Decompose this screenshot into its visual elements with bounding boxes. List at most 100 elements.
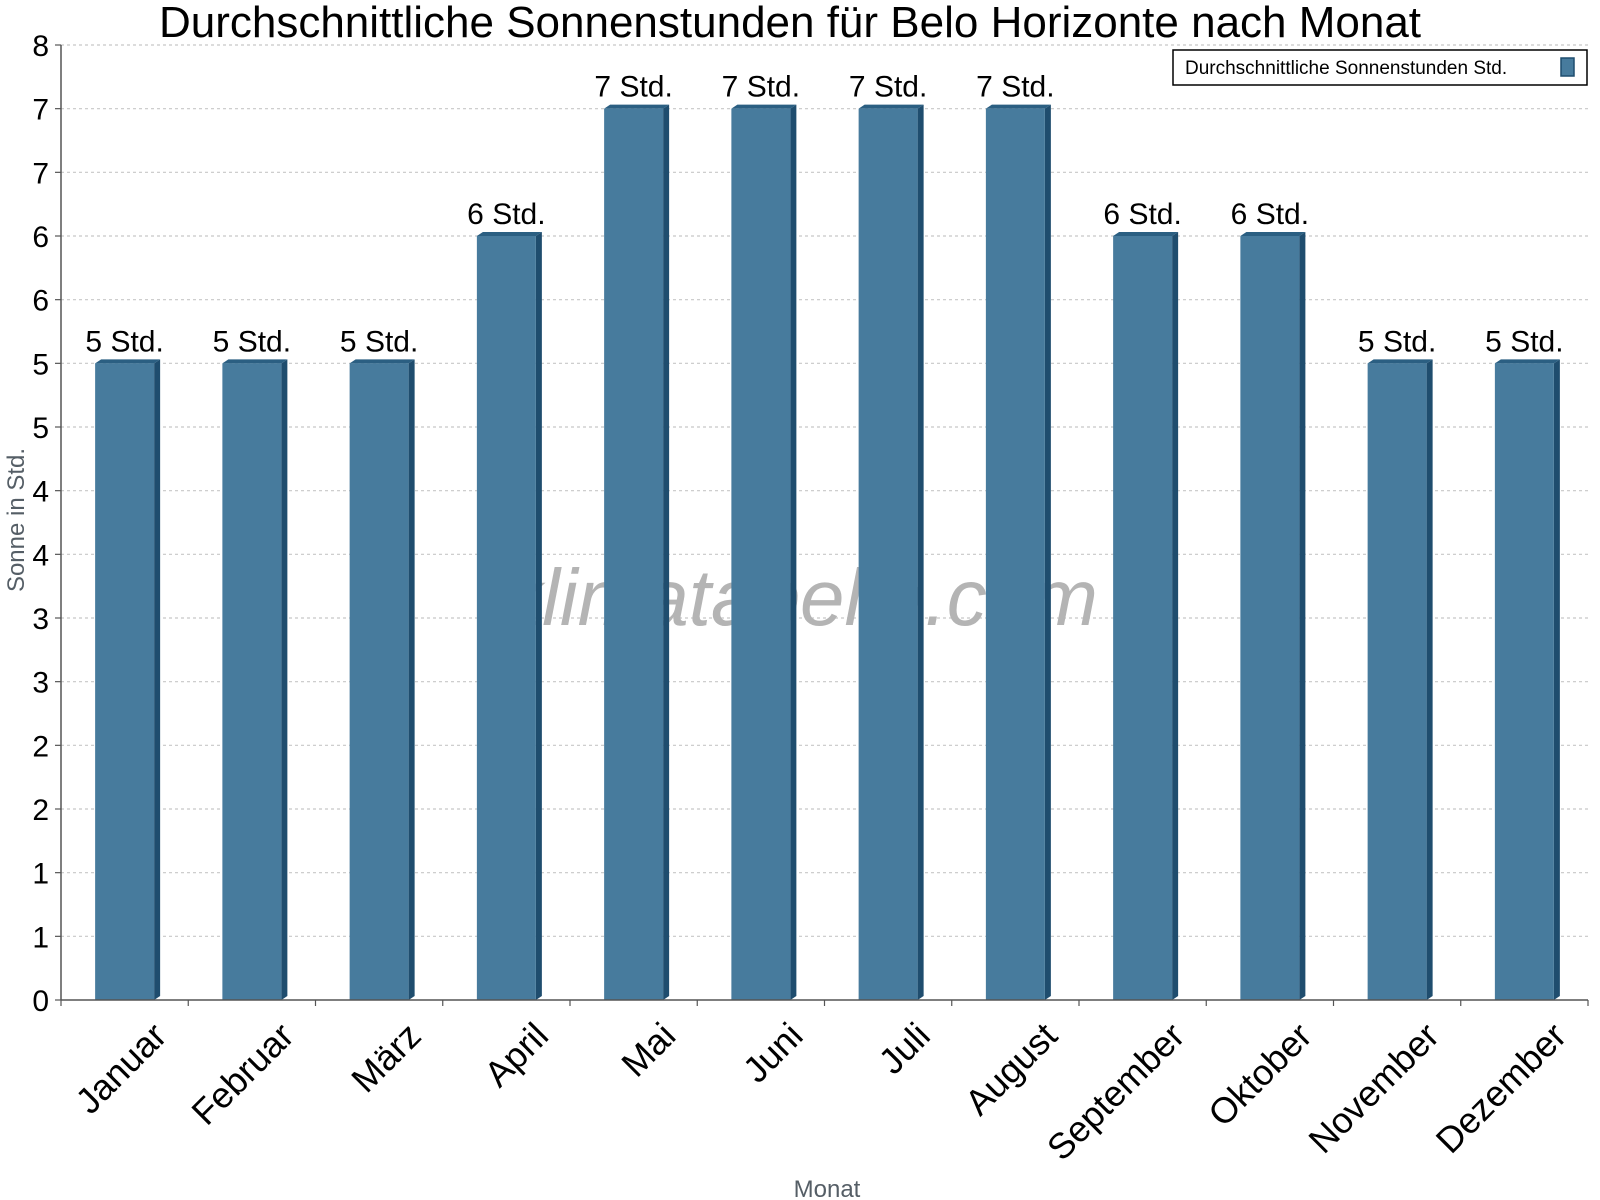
- legend-box: [1172, 49, 1588, 86]
- bar-side-face: [663, 104, 670, 1000]
- y-tick-label: 2: [32, 794, 49, 827]
- x-tick-label: November: [1300, 1015, 1446, 1161]
- x-tick-label: April: [476, 1015, 556, 1095]
- bar-side-face: [917, 104, 924, 1000]
- data-label: 6 Std.: [1231, 198, 1309, 231]
- bar-front-face: [1494, 363, 1554, 1000]
- bar-5: [604, 104, 670, 1000]
- x-tick-label: Juni: [735, 1015, 811, 1091]
- bar-side-face: [1299, 232, 1306, 1000]
- x-tick-label: September: [1039, 1015, 1193, 1169]
- y-tick-label: 6: [32, 221, 49, 254]
- bar-front-face: [95, 363, 155, 1000]
- data-label: 7 Std.: [594, 71, 672, 104]
- bar-top-face: [222, 359, 288, 364]
- bar-12: [1494, 359, 1560, 1000]
- bar-top-face: [604, 104, 670, 109]
- data-label: 6 Std.: [467, 198, 545, 231]
- y-tick-label: 8: [32, 30, 49, 63]
- bar-2: [222, 359, 288, 1000]
- bar-front-face: [349, 363, 409, 1000]
- bar-top-face: [858, 104, 924, 109]
- data-label: 5 Std.: [213, 325, 291, 358]
- y-tick-label: 1: [32, 921, 49, 954]
- bar-top-face: [1494, 359, 1560, 364]
- bar-side-face: [1426, 359, 1433, 1000]
- legend-label: Durchschnittliche Sonnenstunden Std.: [1185, 58, 1507, 79]
- bar-front-face: [731, 108, 791, 1000]
- bar-side-face: [1553, 359, 1560, 1000]
- y-axis-label: Sonne in Std.: [3, 448, 30, 592]
- x-tick-label: Januar: [67, 1015, 174, 1122]
- data-label: 5 Std.: [85, 325, 163, 358]
- bar-7: [858, 104, 924, 1000]
- x-tick-label: März: [343, 1015, 429, 1101]
- bar-top-face: [349, 359, 415, 364]
- y-tick-label: 3: [32, 603, 49, 636]
- bar-front-face: [222, 363, 282, 1000]
- bar-side-face: [281, 359, 288, 1000]
- gridlines: [61, 44, 1588, 937]
- y-tick-label: 6: [32, 285, 49, 318]
- bar-4: [476, 232, 542, 1000]
- bar-front-face: [1240, 236, 1300, 1000]
- bar-10: [1240, 232, 1306, 1000]
- y-tick-label: 2: [32, 730, 49, 763]
- bar-3: [349, 359, 415, 1000]
- data-label: 5 Std.: [340, 325, 418, 358]
- data-label: 7 Std.: [722, 71, 800, 104]
- data-label: 5 Std.: [1485, 325, 1563, 358]
- y-axis-ticks: 0 1 1 2 2 3 3 4 4 5 5 6 6 7 7 8: [32, 30, 61, 1018]
- chart-title: Durchschnittliche Sonnenstunden für Belo…: [159, 0, 1421, 47]
- bar-side-face: [535, 232, 542, 1000]
- y-tick-label: 0: [32, 985, 49, 1018]
- x-tick-label: August: [957, 1015, 1065, 1123]
- data-labels: 5 Std. 5 Std. 5 Std. 6 Std. 7 Std. 7 Std. 7 St…: [85, 71, 1563, 359]
- bar-side-face: [1172, 232, 1179, 1000]
- y-tick-label: 4: [32, 476, 49, 509]
- bar-front-face: [1113, 236, 1173, 1000]
- bar-6: [731, 104, 797, 1000]
- y-tick-label: 7: [32, 157, 49, 190]
- bar-9: [1113, 232, 1179, 1000]
- y-tick-label: 4: [32, 539, 49, 572]
- bars-group: [95, 104, 1560, 1000]
- bar-11: [1367, 359, 1433, 1000]
- bar-top-face: [731, 104, 797, 109]
- bar-top-face: [1240, 232, 1306, 236]
- x-tick-label: Februar: [183, 1015, 301, 1133]
- data-label: 7 Std.: [849, 71, 927, 104]
- x-tick-label: Juli: [871, 1015, 938, 1082]
- bar-top-face: [985, 104, 1051, 109]
- y-tick-label: 1: [32, 858, 49, 891]
- legend-swatch: [1560, 57, 1575, 77]
- x-tick-label: Mai: [613, 1015, 683, 1085]
- x-tick-label: Dezember: [1428, 1015, 1574, 1161]
- bar-side-face: [1044, 104, 1051, 1000]
- y-tick-label: 5: [32, 348, 49, 381]
- data-label: 6 Std.: [1103, 198, 1181, 231]
- data-label: 5 Std.: [1358, 325, 1436, 358]
- y-tick-label: 3: [32, 667, 49, 700]
- x-axis-ticks: Januar Februar März April Mai Juni Juli AugustS…: [60, 1000, 1589, 1169]
- legend: Durchschnittliche Sonnenstunden Std.: [1172, 49, 1588, 86]
- bar-1: [95, 359, 161, 1000]
- bar-top-face: [1113, 232, 1179, 236]
- y-tick-label: 5: [32, 412, 49, 445]
- bar-front-face: [985, 108, 1045, 1000]
- axes: [60, 45, 1588, 1001]
- bar-side-face: [408, 359, 415, 1000]
- data-label: 7 Std.: [976, 71, 1054, 104]
- bar-front-face: [858, 108, 918, 1000]
- bar-top-face: [1367, 359, 1433, 364]
- x-axis-label: Monat: [794, 1176, 861, 1200]
- bar-top-face: [95, 359, 161, 364]
- x-tick-label: Oktober: [1200, 1015, 1320, 1135]
- bar-side-face: [154, 359, 161, 1000]
- bar-top-face: [476, 232, 542, 236]
- y-tick-label: 7: [32, 94, 49, 127]
- bar-front-face: [604, 108, 664, 1000]
- bar-front-face: [476, 236, 536, 1000]
- bar-side-face: [790, 104, 797, 1000]
